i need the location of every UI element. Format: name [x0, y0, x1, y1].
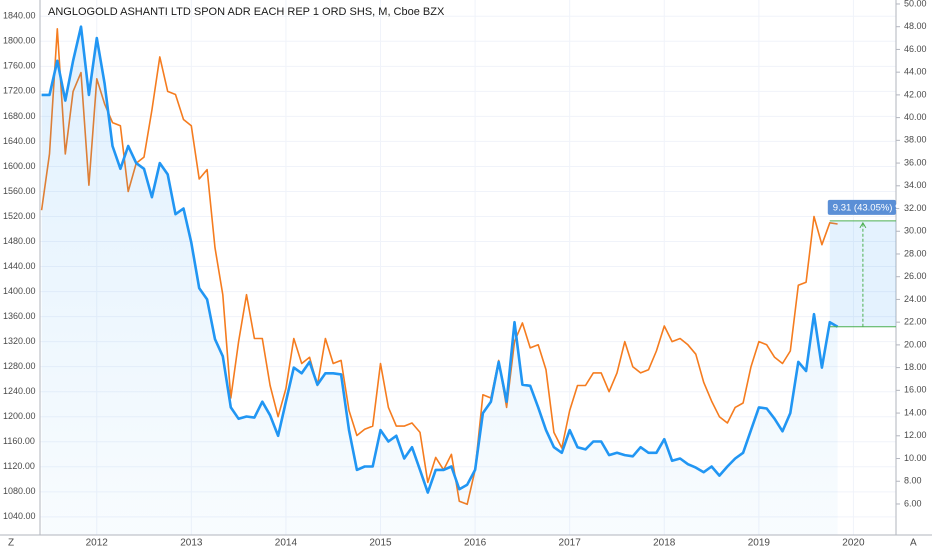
y2-tick-label: 10.00 — [904, 453, 927, 463]
y-tick-label: 1040.00 — [3, 511, 36, 521]
y2-tick-label: 30.00 — [904, 226, 927, 236]
series-line — [41, 25, 839, 494]
y2-tick-label: 20.00 — [904, 339, 927, 349]
ui-button[interactable]: A — [910, 538, 917, 549]
y-tick-label: 1400.00 — [3, 286, 36, 296]
y2-tick-label: 16.00 — [904, 385, 927, 395]
y-tick-label: 1600.00 — [3, 161, 36, 171]
y2-tick-label: 22.00 — [904, 317, 927, 327]
y-tick-label: 1080.00 — [3, 486, 36, 496]
x-tick-label: 2017 — [559, 538, 582, 549]
y-tick-label: 1640.00 — [3, 136, 36, 146]
y2-tick-label: 48.00 — [904, 21, 927, 31]
y2-tick-label: 12.00 — [904, 430, 927, 440]
x-tick-label: 2012 — [86, 538, 109, 549]
x-tick-label: 2015 — [369, 538, 392, 549]
y-tick-label: 1360.00 — [3, 311, 36, 321]
measure-arrowhead — [859, 221, 867, 229]
x-tick-label: 2013 — [180, 538, 203, 549]
y-tick-label: 1560.00 — [3, 186, 36, 196]
y-tick-label: 1120.00 — [3, 461, 35, 471]
y-tick-label: 1680.00 — [3, 111, 36, 121]
y2-tick-label: 24.00 — [904, 294, 927, 304]
y2-tick-label: 44.00 — [904, 67, 927, 77]
y2-tick-label: 40.00 — [904, 112, 927, 122]
measure-label: 9.31 (43.05%) 9 — [833, 202, 901, 213]
y2-tick-label: 42.00 — [904, 89, 927, 99]
y2-tick-label: 36.00 — [904, 157, 927, 167]
series-line — [40, 28, 838, 506]
y-tick-label: 1280.00 — [3, 361, 36, 371]
measure-label-bg — [827, 199, 896, 215]
y-tick-label: 1320.00 — [3, 336, 36, 346]
y-tick-label: 1800.00 — [3, 36, 36, 46]
y2-tick-label: 28.00 — [904, 248, 927, 258]
y2-tick-label: 34.00 — [904, 180, 927, 190]
x-tick-label: 2016 — [464, 538, 487, 549]
y-tick-label: 1760.00 — [3, 61, 36, 71]
y2-tick-label: 50.00 — [904, 0, 927, 8]
x-tick-label: 2019 — [748, 538, 771, 549]
y-tick-label: 1720.00 — [3, 86, 36, 96]
y2-tick-label: 26.00 — [904, 271, 927, 281]
x-tick-label: 2020 — [842, 538, 865, 549]
y2-tick-label: 32.00 — [904, 203, 927, 213]
y-tick-label: 1160.00 — [3, 436, 35, 446]
y-tick-label: 1200.00 — [3, 411, 36, 421]
x-tick-label: 2018 — [653, 538, 676, 549]
y2-tick-label: 8.00 — [904, 476, 922, 486]
y-tick-label: 1840.00 — [3, 11, 36, 21]
ui-button[interactable]: Z — [8, 538, 14, 549]
y2-tick-label: 18.00 — [904, 362, 927, 372]
series-area — [41, 26, 838, 535]
y-tick-label: 1240.00 — [3, 386, 36, 396]
y2-tick-label: 46.00 — [904, 44, 927, 54]
chart-title: ANGLOGOLD ASHANTI LTD SPON ADR EACH REP … — [48, 6, 445, 18]
y2-tick-label: 14.00 — [904, 407, 927, 417]
y2-tick-label: 6.00 — [904, 498, 922, 508]
y-tick-label: 1480.00 — [3, 236, 36, 246]
y2-tick-label: 38.00 — [904, 135, 927, 145]
y-tick-label: 1440.00 — [3, 261, 36, 271]
x-tick-label: 2014 — [275, 538, 298, 549]
y-tick-label: 1520.00 — [3, 211, 36, 221]
